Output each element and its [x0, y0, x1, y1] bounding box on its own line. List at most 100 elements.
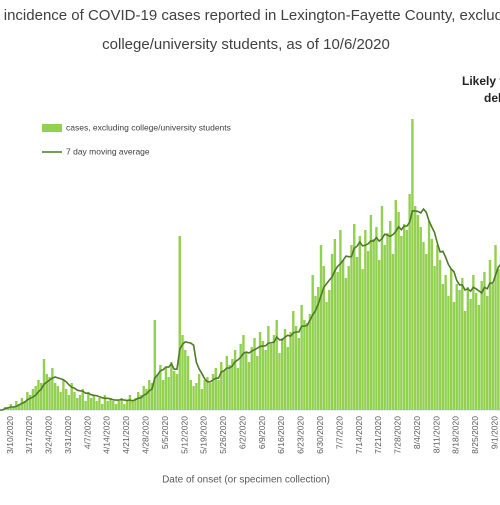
bar — [483, 272, 485, 410]
bar — [264, 350, 266, 410]
bar — [51, 368, 53, 410]
x-tick-label: 7/14/2020 — [354, 416, 364, 454]
x-tick-label: 8/18/2020 — [451, 416, 461, 454]
bar — [486, 296, 488, 410]
bar — [328, 290, 330, 410]
x-tick-label: 5/5/2020 — [160, 416, 170, 449]
bar — [201, 389, 203, 410]
bar — [414, 206, 416, 410]
bar — [292, 311, 294, 410]
bar — [98, 398, 100, 410]
bar — [469, 299, 471, 410]
bar — [192, 386, 194, 410]
bar — [242, 335, 244, 410]
bar — [389, 221, 391, 410]
bar — [62, 380, 64, 410]
bar — [176, 374, 178, 410]
x-tick-label: 9/1/2020 — [490, 416, 500, 449]
bar — [447, 296, 449, 410]
chart-title: aily incidence of COVID-19 cases reporte… — [0, 7, 500, 24]
bar — [350, 245, 352, 410]
bar — [492, 284, 494, 410]
bar — [118, 401, 120, 410]
bar — [131, 401, 133, 410]
bar — [386, 233, 388, 410]
bar — [303, 320, 305, 410]
x-tick-label: 4/14/2020 — [102, 416, 112, 454]
bar — [54, 383, 56, 410]
x-tick-label: 7/21/2020 — [373, 416, 383, 454]
bar — [209, 383, 211, 410]
bar — [173, 371, 175, 410]
bar — [184, 350, 186, 410]
x-tick-label: 3/17/2020 — [24, 416, 34, 454]
bar — [275, 320, 277, 410]
bar — [93, 395, 95, 410]
bar — [400, 236, 402, 410]
bar — [298, 338, 300, 410]
bar — [220, 362, 222, 410]
bar — [420, 227, 422, 410]
bar — [156, 374, 158, 410]
bar — [422, 242, 424, 410]
x-tick-label: 6/16/2020 — [276, 416, 286, 454]
x-tick-label: 7/7/2020 — [334, 416, 344, 449]
legend-swatch — [42, 124, 62, 132]
bar — [126, 401, 128, 410]
bar — [475, 293, 477, 410]
bar — [370, 215, 372, 410]
bar — [256, 356, 258, 410]
bar — [342, 260, 344, 410]
bar — [339, 230, 341, 410]
bar — [444, 275, 446, 410]
bar — [309, 314, 311, 410]
bar — [148, 380, 150, 410]
bar — [480, 281, 482, 410]
bar — [129, 395, 131, 410]
bar — [154, 320, 156, 410]
x-tick-label: 7/28/2020 — [393, 416, 403, 454]
bar — [167, 377, 169, 410]
bar — [162, 380, 164, 410]
bar — [251, 347, 253, 410]
bar — [48, 377, 50, 410]
x-tick-label: 5/12/2020 — [179, 416, 189, 454]
bar — [101, 404, 103, 410]
bar — [187, 356, 189, 410]
bar — [345, 278, 347, 410]
bar — [79, 395, 81, 410]
bar — [453, 302, 455, 410]
bar — [262, 341, 264, 410]
bar — [320, 245, 322, 410]
x-tick-label: 6/9/2020 — [257, 416, 267, 449]
bar — [461, 278, 463, 410]
bar — [312, 275, 314, 410]
x-tick-label: 5/26/2020 — [218, 416, 228, 454]
bar — [325, 302, 327, 410]
bar — [384, 245, 386, 410]
bar — [306, 323, 308, 410]
bar — [408, 194, 410, 410]
bar — [90, 398, 92, 410]
bar — [334, 239, 336, 410]
bar — [364, 230, 366, 410]
x-tick-label: 8/11/2020 — [431, 416, 441, 453]
bar — [59, 392, 61, 410]
bar — [35, 386, 37, 410]
bar — [248, 362, 250, 410]
bar — [356, 257, 358, 410]
bar — [497, 269, 499, 410]
bar — [406, 230, 408, 410]
bar — [359, 236, 361, 410]
legend: cases, excluding college/university stud… — [42, 122, 231, 156]
bar — [281, 338, 283, 410]
bar — [165, 368, 167, 410]
bar — [68, 395, 70, 410]
bar — [73, 392, 75, 410]
bar — [287, 347, 289, 410]
bar — [228, 365, 230, 410]
bar — [378, 260, 380, 410]
bar — [95, 401, 97, 410]
bar — [392, 254, 394, 410]
